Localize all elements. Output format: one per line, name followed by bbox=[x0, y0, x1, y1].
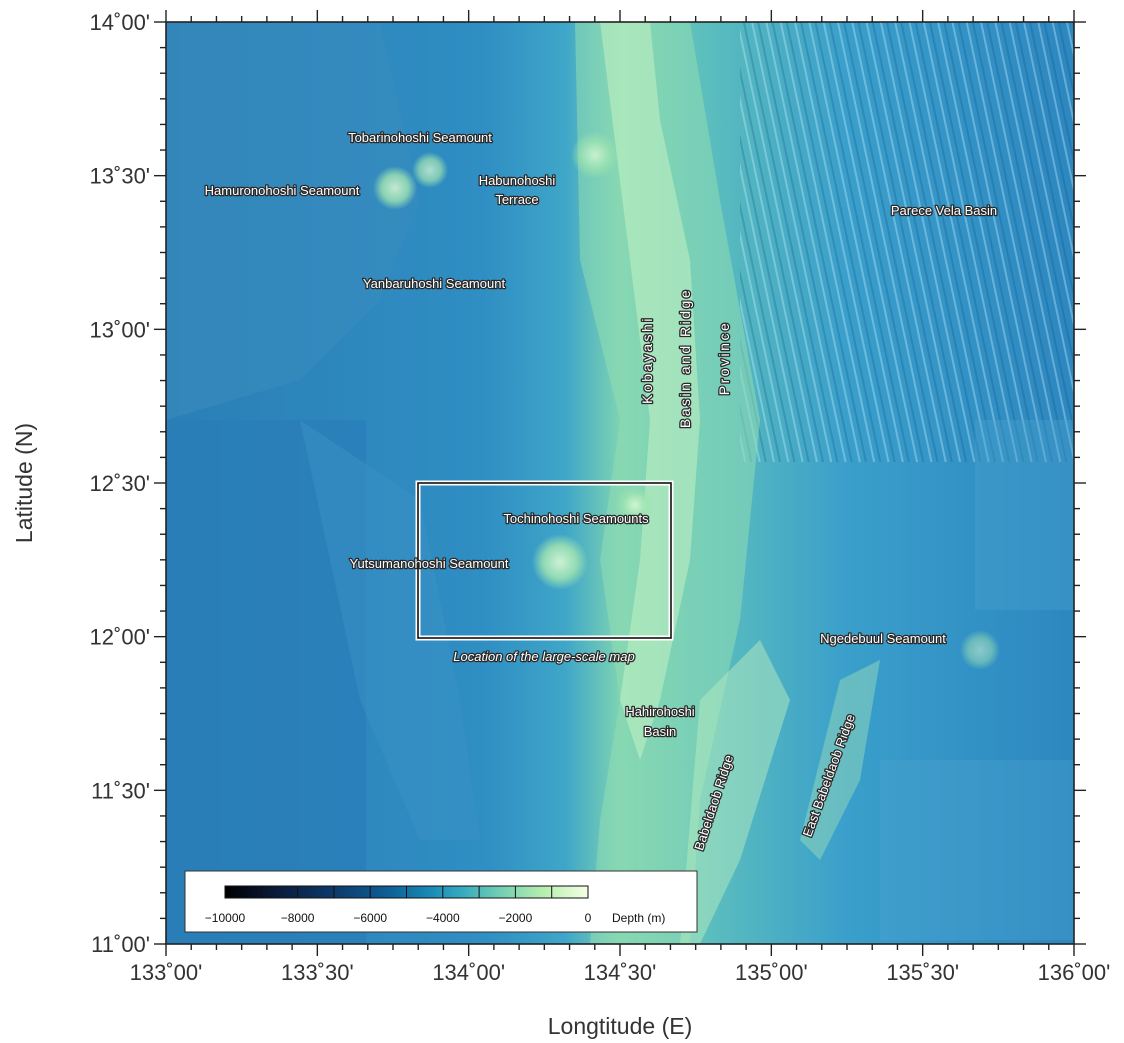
y-tick-label: 13˚30' bbox=[90, 164, 150, 189]
depth-legend: −10000 −8000 −6000 −4000 −2000 0 Depth (m) bbox=[184, 870, 698, 933]
y-tick-label: 14˚00' bbox=[90, 10, 150, 35]
x-tick-label: 135˚00' bbox=[735, 960, 808, 985]
y-tick-label: 11˚30' bbox=[91, 778, 150, 803]
label-tobarinohoshi-seamount: Tobarinohoshi Seamount bbox=[348, 130, 492, 145]
label-yutsumanohoshi-seamount: Yutsumanohoshi Seamount bbox=[350, 556, 509, 571]
y-axis-title: Latitude (N) bbox=[11, 423, 37, 543]
label-ngedebuul-seamount: Ngedebuul Seamount bbox=[820, 631, 946, 646]
legend-tick-label: −2000 bbox=[499, 911, 533, 925]
x-tick-label: 136˚00' bbox=[1038, 960, 1111, 985]
label-basin-and-ridge: Basin and Ridge bbox=[677, 288, 693, 428]
legend-tick-label: −10000 bbox=[205, 911, 246, 925]
inset-caption: Location of the large-scale map bbox=[453, 649, 634, 664]
label-kobayashi: Kobayashi bbox=[639, 316, 655, 404]
label-yanbaruhoshi-seamount: Yanbaruhoshi Seamount bbox=[363, 276, 506, 291]
x-axis-title: Longtitude (E) bbox=[548, 1013, 692, 1039]
legend-tick-label: 0 bbox=[585, 911, 592, 925]
label-hahirohoshi-basin-line1: Hahirohoshi bbox=[625, 704, 694, 719]
x-tick-label: 134˚30' bbox=[584, 960, 657, 985]
legend-tick-label: −6000 bbox=[353, 911, 387, 925]
label-habunohoshi-terrace-line2: Terrace bbox=[495, 192, 538, 207]
y-tick-label: 12˚30' bbox=[90, 471, 150, 496]
y-tick-label: 11˚00' bbox=[91, 932, 150, 957]
y-tick-label: 13˚00' bbox=[90, 317, 150, 342]
x-tick-label: 134˚00' bbox=[432, 960, 505, 985]
label-habunohoshi-terrace-line1: Habunohoshi bbox=[479, 173, 556, 188]
legend-box bbox=[184, 870, 698, 933]
y-axis: 11˚00' 11˚30' 12˚00' 12˚30' 13˚00' 13˚30' 14˚0… bbox=[90, 10, 1086, 957]
y-tick-label: 12˚00' bbox=[90, 625, 150, 650]
label-province: Province bbox=[716, 321, 732, 395]
legend-title: Depth (m) bbox=[612, 911, 665, 925]
legend-tick-label: −8000 bbox=[281, 911, 315, 925]
x-tick-label: 133˚30' bbox=[281, 960, 354, 985]
x-axis: 133˚00' 133˚30' 134˚00' 134˚30' 135˚00' 135˚3… bbox=[130, 10, 1111, 985]
inset-box: Location of the large-scale map bbox=[415, 480, 674, 665]
x-tick-label: 133˚00' bbox=[130, 960, 203, 985]
label-hahirohoshi-basin-line2: Basin bbox=[644, 724, 677, 739]
x-tick-label: 135˚30' bbox=[886, 960, 959, 985]
label-tochinohoshi-seamounts: Tochinohoshi Seamounts bbox=[503, 511, 649, 526]
legend-tick-label: −4000 bbox=[426, 911, 460, 925]
label-hamuronohoshi-seamount: Hamuronohoshi Seamount bbox=[205, 183, 360, 198]
map-terrain bbox=[166, 22, 1074, 944]
legend-ticks: −10000 −8000 −6000 −4000 −2000 0 bbox=[205, 886, 592, 925]
label-parece-vela-basin: Parece Vela Basin bbox=[891, 203, 997, 218]
